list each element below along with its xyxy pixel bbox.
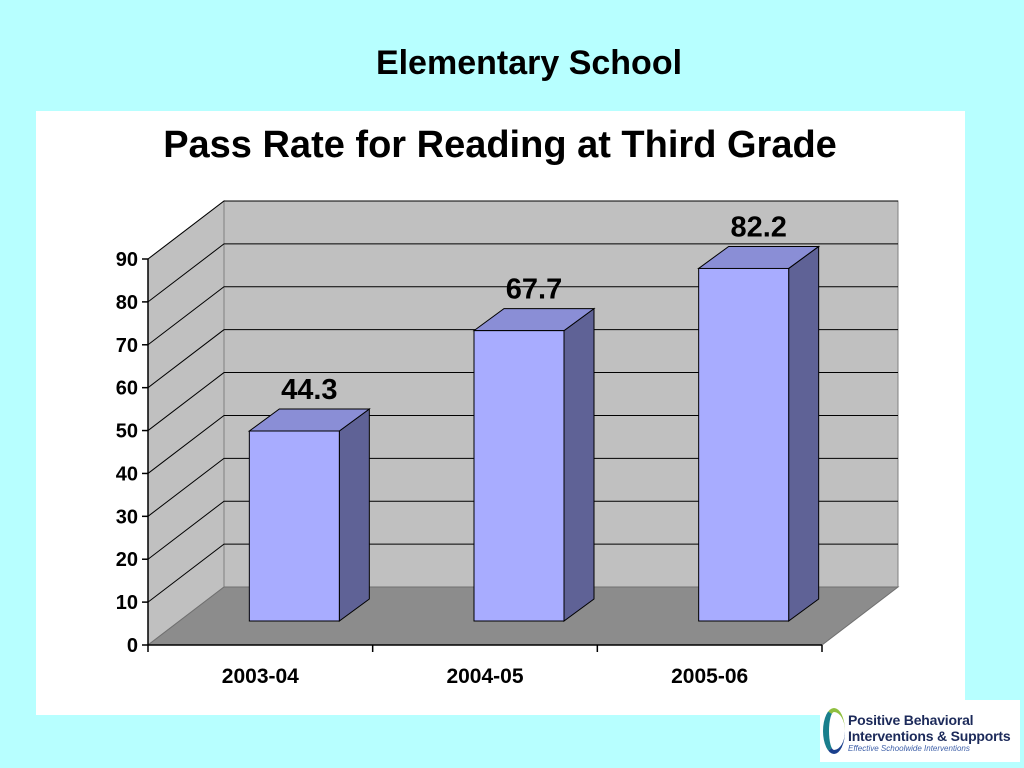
logo-line-1: Positive Behavioral bbox=[848, 712, 974, 728]
y-tick-label: 30 bbox=[116, 506, 138, 528]
gridline bbox=[147, 286, 898, 346]
gridline bbox=[147, 243, 898, 303]
slide-title: Elementary School bbox=[375, 44, 683, 82]
data-label: 44.3 bbox=[281, 374, 337, 406]
bar bbox=[697, 245, 821, 622]
y-tick-label: 50 bbox=[116, 421, 138, 443]
bar-chart: Pass Rate for Reading at Third Grade 0 10… bbox=[116, 124, 900, 688]
y-tick-label: 70 bbox=[116, 335, 138, 357]
y-tick-label: 80 bbox=[116, 292, 138, 314]
gridlines bbox=[147, 200, 898, 603]
y-tick-label: 60 bbox=[116, 378, 138, 400]
chart-title: Pass Rate for Reading at Third Grade bbox=[163, 124, 837, 166]
gridline bbox=[147, 329, 898, 389]
gridline bbox=[147, 414, 898, 474]
bar bbox=[247, 408, 371, 622]
bar-side bbox=[563, 307, 595, 622]
logo-tagline: Effective Schoolwide Interventions bbox=[848, 744, 970, 753]
data-label: 82.2 bbox=[730, 211, 786, 243]
data-label: 67.7 bbox=[506, 274, 562, 306]
gridline bbox=[147, 457, 898, 517]
bar-side bbox=[788, 245, 820, 622]
bar-side bbox=[338, 408, 370, 622]
gridline bbox=[147, 200, 898, 260]
bars bbox=[247, 245, 821, 622]
y-tick-label: 0 bbox=[127, 635, 138, 657]
y-tick-label: 40 bbox=[116, 463, 138, 485]
gridline bbox=[147, 372, 898, 431]
bar-front bbox=[698, 267, 790, 622]
data-labels: 44.3 67.7 82.2 bbox=[281, 211, 787, 406]
bar-front bbox=[248, 430, 340, 622]
pbis-logo: Positive Behavioral Interventions & Supp… bbox=[820, 700, 1020, 762]
x-tick-label: 2004-05 bbox=[446, 665, 523, 688]
bar bbox=[472, 307, 596, 622]
bar-front bbox=[473, 330, 565, 622]
axes: 0 10 20 30 40 50 60 70 80 90 2003-04 2004-05 2005-06 bbox=[116, 249, 823, 688]
y-tick-label: 90 bbox=[116, 249, 138, 271]
gridline bbox=[147, 500, 898, 560]
side-wall bbox=[147, 199, 225, 647]
chart-panel: Pass Rate for Reading at Third Grade 0 10… bbox=[36, 111, 965, 715]
x-tick-label: 2005-06 bbox=[671, 665, 748, 688]
logo-mark-icon bbox=[823, 708, 845, 754]
y-tick-label: 10 bbox=[116, 592, 138, 614]
y-tick-label: 20 bbox=[116, 549, 138, 571]
logo-line-2: Interventions & Supports bbox=[848, 728, 1011, 744]
x-tick-label: 2003-04 bbox=[222, 665, 299, 688]
gridline bbox=[147, 543, 898, 603]
